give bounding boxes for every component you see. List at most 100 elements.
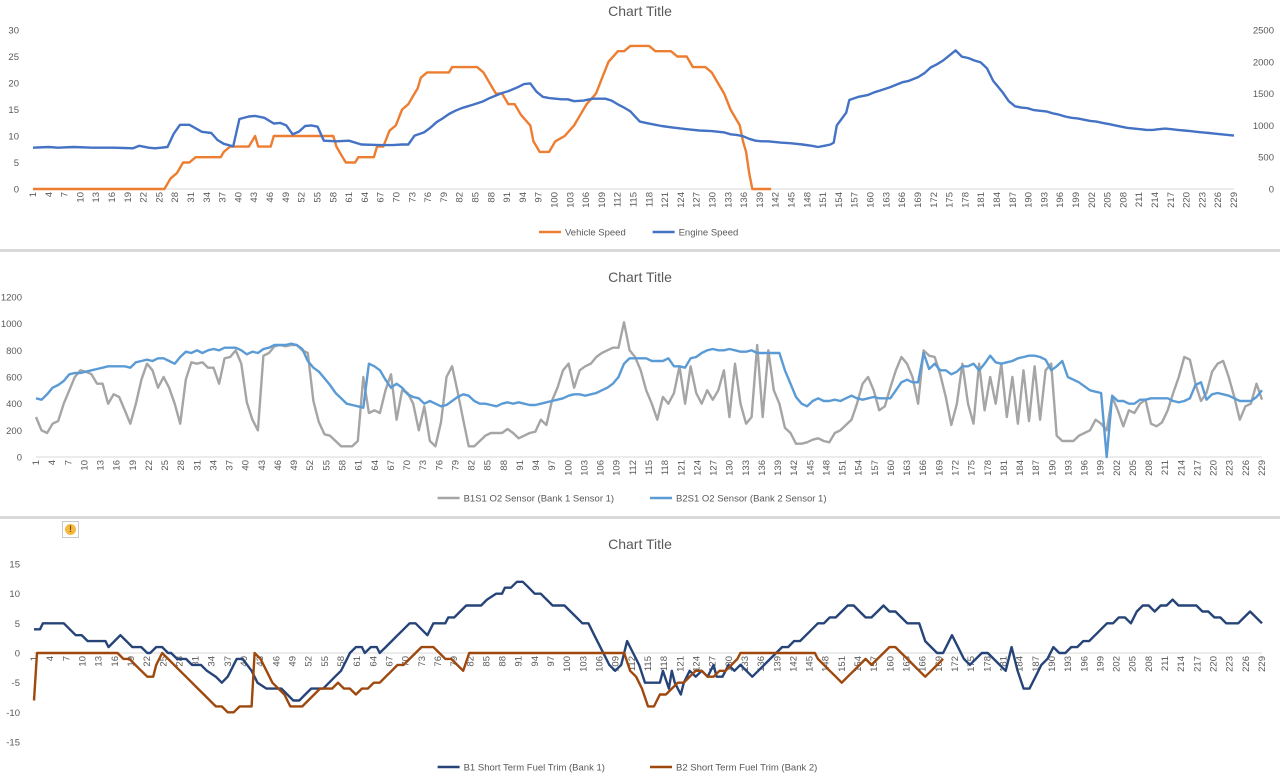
x-tick-label: 127 xyxy=(709,460,720,476)
x-tick-label: 19 xyxy=(128,460,139,471)
x-tick-label: 145 xyxy=(805,460,816,476)
x-tick-label: 202 xyxy=(1112,656,1123,672)
x-tick-label: 91 xyxy=(515,460,526,471)
x-tick-label: 178 xyxy=(983,460,994,476)
x-tick-label: 166 xyxy=(918,460,929,476)
y-tick-label: 400 xyxy=(6,399,22,410)
x-tick-label: 1 xyxy=(28,192,39,197)
x-tick-label: 163 xyxy=(902,656,913,672)
x-tick-label: 223 xyxy=(1225,460,1236,476)
legend-label: B2S1 O2 Sensor (Bank 2 Sensor 1) xyxy=(676,494,827,505)
x-tick-label: 19 xyxy=(123,192,134,203)
x-tick-label: 109 xyxy=(612,460,623,476)
x-tick-label: 160 xyxy=(885,656,896,672)
x-tick-label: 229 xyxy=(1257,656,1268,672)
x-tick-label: 166 xyxy=(897,192,908,208)
x-tick-label: 61 xyxy=(354,460,365,471)
x-tick-label: 133 xyxy=(723,192,734,208)
y-tick-label: 200 xyxy=(6,426,22,437)
x-tick-label: 103 xyxy=(565,192,576,208)
x-tick-label: 157 xyxy=(850,192,861,208)
x-tick-label: 136 xyxy=(739,192,750,208)
x-tick-label: 142 xyxy=(789,460,800,476)
warning-icon[interactable]: ! xyxy=(62,521,79,538)
x-tick-label: 220 xyxy=(1209,460,1220,476)
series-line xyxy=(34,580,1263,702)
x-tick-label: 214 xyxy=(1176,460,1187,476)
y-tick-label: 1000 xyxy=(1,319,22,330)
x-tick-label: 178 xyxy=(982,656,993,672)
x-tick-label: 91 xyxy=(514,656,525,667)
x-tick-label: 154 xyxy=(853,656,864,672)
x-tick-label: 175 xyxy=(945,192,956,208)
x-tick-label: 73 xyxy=(417,656,428,667)
y2-tick-label: 500 xyxy=(1258,153,1274,164)
x-tick-label: 187 xyxy=(1031,656,1042,672)
o2-sensor-chart: Chart Title 0 200 400 600 800 1000 1200 1 4 7 10 13 1… xyxy=(1,269,1268,505)
x-tick-label: 145 xyxy=(805,656,816,672)
x-tick-label: 199 xyxy=(1095,656,1106,672)
y-tick-label: 30 xyxy=(8,26,19,37)
x-tick-label: 31 xyxy=(186,192,197,203)
x-tick-label: 121 xyxy=(675,656,686,672)
x-tick-label: 202 xyxy=(1112,460,1123,476)
x-tick-label: 208 xyxy=(1144,460,1155,476)
series-line xyxy=(35,342,1263,459)
x-tick-label: 49 xyxy=(288,656,299,667)
x-tick-label: 46 xyxy=(265,192,276,203)
x-tick-label: 148 xyxy=(821,656,832,672)
y-tick-label: 0 xyxy=(14,185,19,196)
x-tick-label: 190 xyxy=(1047,656,1058,672)
x-tick-label: 67 xyxy=(384,656,395,667)
x-tick-label: 136 xyxy=(757,460,768,476)
x-tick-label: 40 xyxy=(241,460,252,471)
x-tick-label: 226 xyxy=(1241,656,1252,672)
x-tick-label: 199 xyxy=(1071,192,1082,208)
x-tick-label: 46 xyxy=(273,460,284,471)
x-tick-label: 163 xyxy=(881,192,892,208)
x-tick-label: 13 xyxy=(91,192,102,203)
chart-title: Chart Title xyxy=(608,3,672,19)
y-tick-label: 800 xyxy=(6,346,22,357)
x-tick-label: 106 xyxy=(596,460,607,476)
x-tick-label: 166 xyxy=(918,656,929,672)
x-tick-label: 34 xyxy=(202,192,213,203)
x-tick-label: 28 xyxy=(174,656,185,667)
x-tick-label: 109 xyxy=(611,656,622,672)
y2-tick-label: 1000 xyxy=(1253,121,1274,132)
x-tick-label: 211 xyxy=(1160,460,1171,475)
chart-panel-3[interactable]: Chart Title -15 -10 -5 0 5 10 15 1 4 7 10 13 16 19 22 25… xyxy=(0,519,1280,775)
y-tick-label: 0 xyxy=(15,649,20,660)
y-tick-label: 0 xyxy=(17,453,22,464)
y-tick-label: 10 xyxy=(8,132,19,143)
x-tick-label: 142 xyxy=(788,656,799,672)
x-tick-label: 139 xyxy=(755,192,766,208)
x-tick-label: 199 xyxy=(1096,460,1107,476)
x-tick-label: 10 xyxy=(79,460,90,471)
y-tick-label: 10 xyxy=(9,589,20,600)
x-tick-label: 208 xyxy=(1144,656,1155,672)
x-tick-label: 7 xyxy=(60,192,71,197)
x-tick-label: 55 xyxy=(320,656,331,667)
x-tick-label: 37 xyxy=(225,460,236,471)
x-tick-label: 85 xyxy=(483,460,494,471)
x-tick-label: 187 xyxy=(1031,460,1042,476)
x-tick-label: 229 xyxy=(1257,460,1268,476)
y2-tick-label: 1500 xyxy=(1253,89,1274,100)
x-tick-label: 172 xyxy=(929,192,940,208)
x-tick-label: 205 xyxy=(1103,192,1114,208)
x-tick-label: 82 xyxy=(455,192,466,203)
x-tick-label: 205 xyxy=(1128,460,1139,476)
x-tick-label: 103 xyxy=(579,460,590,476)
x-tick-label: 190 xyxy=(1047,460,1058,476)
x-tick-label: 40 xyxy=(233,192,244,203)
y-tick-label: 15 xyxy=(9,560,20,571)
x-tick-label: 28 xyxy=(176,460,187,471)
chart-panel-1[interactable]: Chart Title 0 5 10 15 20 25 30 0 500 1000 1500 2000 2… xyxy=(0,0,1280,249)
x-tick-label: 43 xyxy=(249,192,260,203)
x-tick-label: 217 xyxy=(1192,656,1203,672)
y2-tick-label: 2000 xyxy=(1253,57,1274,68)
x-tick-label: 37 xyxy=(218,192,229,203)
chart-panel-2[interactable]: Chart Title 0 200 400 600 800 1000 1200 1 4 7 10 13 1… xyxy=(0,252,1280,516)
x-tick-label: 184 xyxy=(1015,656,1026,672)
